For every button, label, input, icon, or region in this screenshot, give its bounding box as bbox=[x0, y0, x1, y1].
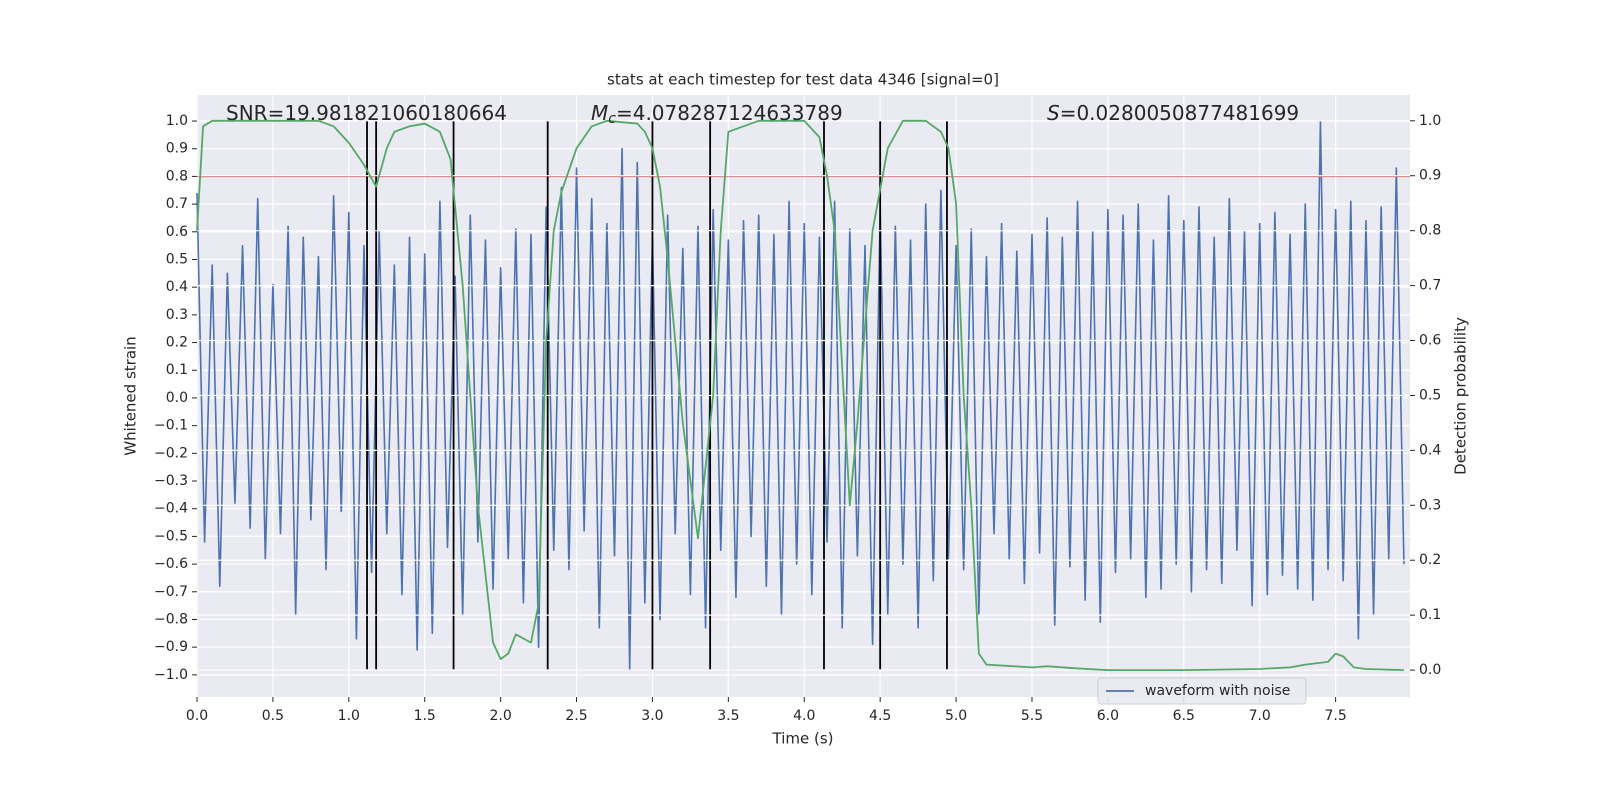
y2-axis-label: Detection probability bbox=[1452, 317, 1470, 475]
legend-label: waveform with noise bbox=[1145, 683, 1290, 699]
annotation-symbol: M bbox=[591, 101, 608, 125]
y-tick-label: 0.8 bbox=[166, 168, 188, 184]
y2-tick-label: 0.8 bbox=[1419, 223, 1441, 239]
overlay bbox=[196, 119, 1404, 671]
x-tick-label: 7.0 bbox=[1249, 708, 1271, 724]
line bbox=[196, 119, 1404, 671]
line bbox=[196, 120, 1405, 671]
y-tick-label: 0.5 bbox=[166, 251, 188, 267]
y-tick-label: −0.3 bbox=[154, 473, 188, 489]
y-tick-label: 1.0 bbox=[166, 113, 188, 129]
y-tick-label: −0.1 bbox=[154, 418, 188, 434]
y-tick-label: 0.0 bbox=[166, 390, 188, 406]
legend-box bbox=[1097, 677, 1307, 705]
y2-tick-label: 0.6 bbox=[1419, 333, 1441, 349]
annotation-value: =19.981821060180664 bbox=[268, 101, 507, 125]
annotation-subscript: c bbox=[608, 111, 616, 127]
x-tick-label: 3.5 bbox=[717, 708, 739, 724]
y-tick-label: 0.3 bbox=[166, 307, 188, 323]
x-tick-label: 7.5 bbox=[1324, 708, 1346, 724]
x-tick-label: 1.5 bbox=[414, 708, 436, 724]
x-tick-label: 6.0 bbox=[1097, 708, 1119, 724]
y2-tick-label: 0.4 bbox=[1419, 442, 1441, 458]
x-tick-label: 5.5 bbox=[1021, 708, 1043, 724]
y-tick-label: 0.7 bbox=[166, 196, 188, 212]
x-tick-label: 0.0 bbox=[186, 708, 208, 724]
y-tick-label: −0.5 bbox=[154, 528, 188, 544]
x-tick-label: 3.0 bbox=[641, 708, 663, 724]
y2-tick-label: 0.5 bbox=[1419, 387, 1441, 403]
y-tick-label: −0.4 bbox=[154, 501, 188, 517]
chart-title: stats at each timestep for test data 434… bbox=[607, 71, 999, 89]
annotation-symbol: SNR bbox=[226, 101, 268, 125]
grid-y2 bbox=[197, 120, 1410, 671]
y-tick-label: −0.6 bbox=[154, 556, 188, 572]
x-tick-label: 0.5 bbox=[262, 708, 284, 724]
y-tick-label: 0.2 bbox=[166, 335, 188, 351]
x-tick-label: 4.5 bbox=[869, 708, 891, 724]
y-tick-label: −0.2 bbox=[154, 445, 188, 461]
y2-tick-label: 0.9 bbox=[1419, 168, 1441, 184]
annotation-value: =4.078287124633789 bbox=[616, 101, 843, 125]
y2-tick-label: 0.1 bbox=[1419, 607, 1441, 623]
y-axis-label: Whitened strain bbox=[122, 336, 140, 455]
y-tick-label: 0.6 bbox=[166, 224, 188, 240]
x-tick-label: 2.0 bbox=[489, 708, 511, 724]
y2-tick-label: 0.2 bbox=[1419, 552, 1441, 568]
annotation: S=0.0280050877481699 bbox=[1047, 101, 1299, 125]
y-tick-label: −0.8 bbox=[154, 611, 188, 627]
y-tick-label: 0.1 bbox=[166, 362, 188, 378]
x-tick-label: 5.0 bbox=[945, 708, 967, 724]
y-tick-label: −0.9 bbox=[154, 639, 188, 655]
y2-tick-label: 0.3 bbox=[1419, 497, 1441, 513]
y-tick-label: 0.9 bbox=[166, 141, 188, 157]
y2-tick-label: 0.0 bbox=[1419, 662, 1441, 678]
annotation-value: =0.0280050877481699 bbox=[1060, 101, 1299, 125]
x-tick-label: 4.0 bbox=[793, 708, 815, 724]
y2-tick-label: 1.0 bbox=[1419, 113, 1441, 129]
y-tick-label: −1.0 bbox=[154, 667, 188, 683]
x-tick-label: 6.5 bbox=[1173, 708, 1195, 724]
legend: waveform with noise bbox=[1097, 677, 1307, 705]
y2-tick-label: 0.7 bbox=[1419, 278, 1441, 294]
x-tick-label: 1.0 bbox=[338, 708, 360, 724]
y-tick-label: 0.4 bbox=[166, 279, 188, 295]
annotation: Mc=4.078287124633789 bbox=[591, 101, 843, 128]
y-tick-label: −0.7 bbox=[154, 584, 188, 600]
x-tick-label: 2.5 bbox=[565, 708, 587, 724]
annotation: SNR=19.981821060180664 bbox=[226, 101, 507, 125]
x-axis-label: Time (s) bbox=[772, 730, 834, 748]
annotation-symbol: S bbox=[1047, 101, 1060, 125]
